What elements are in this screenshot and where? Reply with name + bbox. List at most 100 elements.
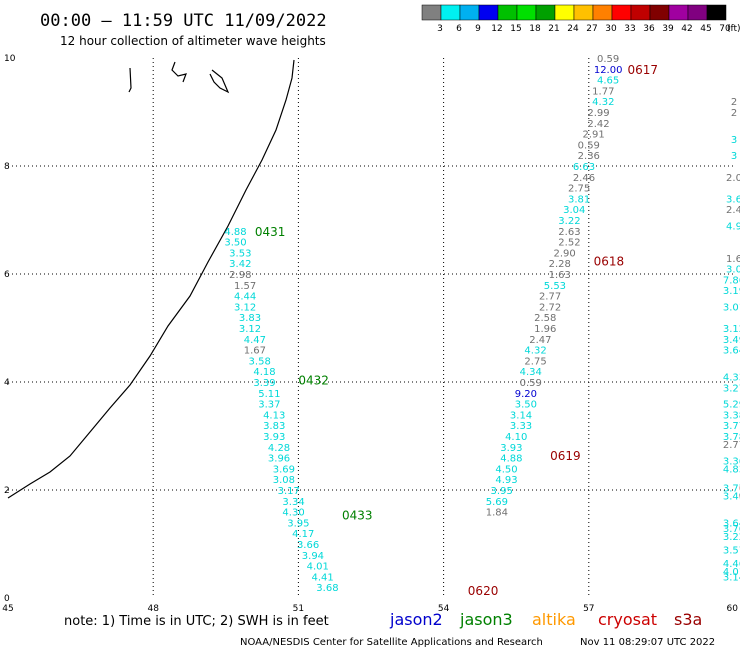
x-tick-label: 48 bbox=[147, 604, 159, 614]
colorbar-swatch bbox=[497, 4, 518, 21]
wave-height-label: 4.93 bbox=[495, 475, 517, 486]
wave-height-label: 3.27 bbox=[723, 383, 740, 394]
grid bbox=[8, 58, 734, 598]
wave-height-label: 3.12 bbox=[234, 302, 256, 313]
wave-height-label: 3.49 bbox=[723, 335, 740, 346]
wave-height-label: 4.46 bbox=[723, 559, 740, 570]
wave-height-label: 1.77 bbox=[592, 86, 614, 97]
footer-note: note: 1) Time is in UTC; 2) SWH is in fe… bbox=[64, 614, 329, 629]
footer-timestamp: Nov 11 08:29:07 UTC 2022 bbox=[580, 637, 715, 648]
wave-height-label: 2.52 bbox=[558, 238, 580, 249]
wave-height-label: 3.38 bbox=[723, 410, 740, 421]
wave-height-label: 2.99 bbox=[587, 108, 609, 119]
wave-height-label: 3.19 bbox=[723, 286, 740, 297]
wave-height-label: 1.63 bbox=[549, 270, 571, 281]
wave-height-label: 4.28 bbox=[268, 443, 290, 454]
wave-height-label: 3.64 bbox=[723, 518, 740, 529]
time-label: 04 bbox=[739, 481, 740, 495]
colorbar-label: 18 bbox=[529, 24, 541, 34]
wave-height-label: 4.01 bbox=[307, 562, 329, 573]
wave-height-label: 3.94 bbox=[302, 551, 324, 562]
wave-height-label: 4.01 bbox=[723, 567, 740, 578]
wave-height-label: 3.93 bbox=[500, 443, 522, 454]
axis-ticks: 45 48 51 54 57 60 0 2 4 6 8 10 bbox=[2, 54, 738, 614]
y-tick-label: 10 bbox=[4, 54, 16, 64]
wave-height-label: 3.83 bbox=[263, 421, 285, 432]
wave-height-label: 2 bbox=[731, 108, 737, 119]
wave-height-label: 3.93 bbox=[263, 432, 285, 443]
wave-height-label: 0.59 bbox=[578, 140, 600, 151]
colorbar-unit: (ft) bbox=[727, 24, 740, 34]
wave-height-label: 2.47 bbox=[529, 335, 551, 346]
wave-height-label: 2.58 bbox=[534, 313, 556, 324]
wave-height-label: 3.36 bbox=[723, 456, 740, 467]
data-labels: 4.883.503.533.422.981.574.443.123.833.12… bbox=[224, 54, 740, 594]
wave-height-label: 3.14 bbox=[723, 572, 740, 583]
time-label: 04 bbox=[739, 489, 740, 503]
wave-height-label: 2.42 bbox=[587, 119, 609, 130]
colorbar-label: 36 bbox=[643, 24, 655, 34]
wave-height-label: 5.69 bbox=[486, 497, 508, 508]
x-tick-label: 54 bbox=[438, 604, 450, 614]
wave-height-label: 2.98 bbox=[229, 270, 251, 281]
footer-credit: NOAA/NESDIS Center for Satellite Applica… bbox=[240, 637, 543, 648]
wave-height-label: 3.42 bbox=[229, 259, 251, 270]
wave-height-label: 3.68 bbox=[316, 583, 338, 594]
wave-height-label: 2.0 bbox=[726, 173, 740, 184]
wave-height-label: 4.65 bbox=[597, 76, 619, 87]
colorbar-label: 9 bbox=[475, 24, 481, 34]
colorbar-swatch bbox=[611, 4, 632, 21]
wave-height-label: 3.66 bbox=[297, 540, 319, 551]
wave-height-label: 3 bbox=[731, 135, 737, 146]
wave-height-label: 4.17 bbox=[292, 529, 314, 540]
colorbar-label: 3 bbox=[437, 24, 443, 34]
wave-height-label: 3.81 bbox=[568, 194, 590, 205]
wave-height-label: 12.00 bbox=[594, 65, 623, 76]
colorbar-label: 12 bbox=[491, 24, 502, 34]
colorbar-label: 24 bbox=[567, 24, 579, 34]
satellite-legend-s3a: s3a bbox=[674, 610, 702, 629]
wave-height-label: 3.53 bbox=[229, 248, 251, 259]
wave-height-label: 2 bbox=[731, 97, 737, 108]
wave-height-label: 3.78 bbox=[723, 432, 740, 443]
wave-height-label: 3.17 bbox=[278, 486, 300, 497]
wave-height-label: 4.44 bbox=[234, 292, 256, 303]
wave-height-label: 4.13 bbox=[263, 410, 285, 421]
time-label: 0620 bbox=[468, 584, 499, 598]
wave-height-label: 3 bbox=[731, 151, 737, 162]
wave-height-label: 1.57 bbox=[234, 281, 256, 292]
wave-height-label: 5.53 bbox=[544, 281, 566, 292]
y-tick-label: 6 bbox=[4, 270, 10, 280]
wave-height-label: 4.33 bbox=[723, 373, 740, 384]
wave-height-label: 2.77 bbox=[723, 440, 740, 451]
satellite-legend-jason3: jason3 bbox=[459, 610, 513, 629]
wave-height-label: 3.04 bbox=[563, 205, 585, 216]
y-tick-label: 2 bbox=[4, 486, 10, 496]
satellite-legend-cryosat: cryosat bbox=[598, 610, 657, 629]
wave-height-label: 4.41 bbox=[311, 572, 333, 583]
colorbar-label: 21 bbox=[548, 24, 559, 34]
x-tick-label: 51 bbox=[293, 604, 304, 614]
time-label: 0617 bbox=[628, 63, 659, 77]
satellite-legend-altika: altika bbox=[532, 610, 576, 629]
y-tick-label: 4 bbox=[4, 378, 10, 388]
wave-height-label: 3.22 bbox=[558, 216, 580, 227]
wave-height-label: 2.46 bbox=[573, 173, 595, 184]
wave-height-label: 4.34 bbox=[520, 367, 542, 378]
colorbar-swatch bbox=[630, 4, 651, 21]
satellite-legend: jason2 jason3 altika cryosat s3a bbox=[389, 610, 702, 629]
wave-height-label: 4.83 bbox=[723, 464, 740, 475]
chart-title: 00:00 – 11:59 UTC 11/09/2022 bbox=[40, 11, 327, 31]
wave-height-label: 3.95 bbox=[491, 486, 513, 497]
colorbar-swatch bbox=[592, 4, 613, 21]
wave-height-label: 5.29 bbox=[723, 400, 740, 411]
time-label: 0618 bbox=[594, 255, 625, 269]
wave-height-label: 3.77 bbox=[723, 483, 740, 494]
wave-height-label: 3.64 bbox=[723, 346, 740, 357]
colorbar-swatch bbox=[706, 4, 727, 21]
wave-height-label: 3.08 bbox=[273, 475, 295, 486]
time-labels: 0431 0432 0433 0617 0618 0619 0620 0404 bbox=[255, 63, 740, 598]
wave-height-label: 6.63 bbox=[573, 162, 595, 173]
wave-height-label: 2.72 bbox=[539, 302, 561, 313]
wave-height-label: 2.75 bbox=[568, 184, 590, 195]
